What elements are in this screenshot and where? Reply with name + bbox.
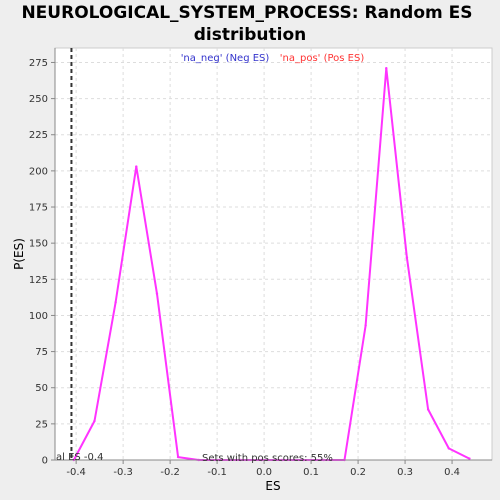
y-tick-label: 50 bbox=[35, 383, 48, 394]
y-tick-label: 0 bbox=[42, 456, 48, 467]
pos-scores-annotation: Sets with pos scores: 55% bbox=[202, 453, 333, 464]
data-point bbox=[176, 455, 180, 459]
data-point bbox=[93, 419, 96, 423]
x-tick-label: 0.3 bbox=[397, 467, 413, 478]
data-point bbox=[364, 324, 367, 327]
y-axis: 0 25 50 75 100 125 150 175 200 225 250 275 bbox=[29, 48, 56, 467]
x-tick-label: 0.2 bbox=[350, 467, 366, 478]
x-tick-label: -0.1 bbox=[207, 467, 227, 478]
y-tick-label: 225 bbox=[29, 130, 48, 141]
y-tick-label: 150 bbox=[29, 239, 48, 250]
x-axis-label: ES bbox=[265, 479, 280, 493]
x-axis: -0.4 -0.3 -0.2 -0.1 0.0 0.1 0.2 0.3 0.4 bbox=[55, 459, 492, 478]
x-tick-label: 0.4 bbox=[444, 467, 460, 478]
x-tick-label: -0.4 bbox=[66, 467, 86, 478]
x-tick-label: 0.0 bbox=[256, 467, 272, 478]
y-tick-label: 250 bbox=[29, 94, 48, 105]
x-tick-label: -0.3 bbox=[113, 467, 133, 478]
data-point bbox=[385, 67, 388, 70]
data-point bbox=[155, 292, 159, 295]
x-tick-label: 0.1 bbox=[303, 467, 319, 478]
y-tick-label: 275 bbox=[29, 58, 48, 69]
y-tick-label: 175 bbox=[29, 203, 48, 214]
legend: 'na_neg' (Neg ES) 'na_pos' (Pos ES) bbox=[181, 53, 365, 64]
data-point bbox=[114, 301, 117, 304]
plot-area bbox=[54, 47, 493, 461]
actual-es-annotation: al ES -0.4 bbox=[56, 452, 103, 463]
data-point bbox=[468, 457, 471, 460]
chart-title-line2: distribution bbox=[194, 25, 306, 45]
y-axis-label: P(ES) bbox=[12, 238, 26, 270]
y-tick-label: 125 bbox=[29, 275, 48, 286]
y-tick-label: 200 bbox=[29, 166, 48, 177]
data-point bbox=[447, 447, 450, 450]
data-point bbox=[135, 165, 138, 168]
data-point bbox=[405, 256, 409, 259]
x-tick-label: -0.2 bbox=[160, 467, 180, 478]
legend-entry: 'na_neg' (Neg ES) bbox=[181, 53, 270, 64]
legend-entry: 'na_pos' (Pos ES) bbox=[280, 53, 365, 64]
y-tick-label: 100 bbox=[29, 311, 48, 322]
data-point bbox=[426, 408, 430, 411]
chart-title: NEUROLOGICAL_SYSTEM_PROCESS: Random ES bbox=[21, 3, 472, 23]
y-tick-label: 25 bbox=[35, 419, 48, 430]
y-tick-label: 75 bbox=[35, 347, 48, 358]
